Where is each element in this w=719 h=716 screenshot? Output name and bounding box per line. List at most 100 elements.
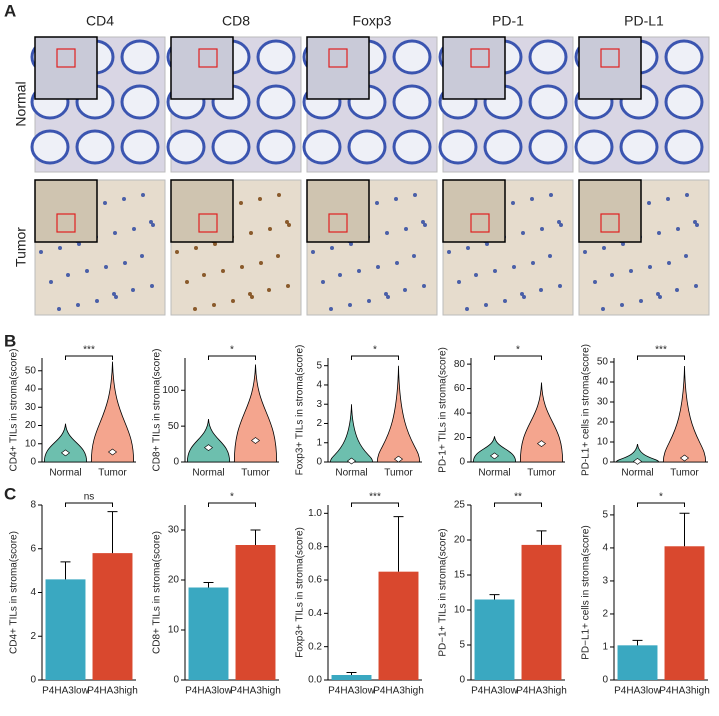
cell [647,201,651,205]
cell [520,292,524,296]
violin [233,364,278,463]
cell [114,295,118,299]
error-bar [250,529,261,545]
cell [629,269,633,273]
gland [30,129,70,165]
gland [166,129,206,165]
violin [662,365,707,463]
significance-label: *** [369,492,381,503]
x-tick-label: P4HA3low [42,686,89,697]
x-tick-label: Normal [49,468,81,479]
cell [103,201,107,205]
inset [34,36,98,100]
gland [302,129,342,165]
significance-bracket [637,502,685,507]
cell [348,303,352,307]
cell [531,261,535,265]
cell [276,254,280,258]
mean-marker [633,458,642,465]
cell [620,303,624,307]
cell [239,201,243,205]
inset [306,36,370,100]
cell [85,269,89,273]
cell [286,284,290,288]
gland [120,84,160,120]
cell [194,246,198,250]
y-tick-label: 1.0 [308,508,322,519]
y-tick-label: 5 [602,510,608,521]
y-tick-label: 15 [454,570,466,581]
mean-marker [537,440,546,448]
x-tick-label: P4HA3low [328,686,375,697]
y-tick-label: 60 [454,383,466,394]
violin [615,443,660,463]
cell [559,223,563,227]
cell [131,288,135,292]
inset [170,36,234,100]
cell [221,269,225,273]
violin [519,382,564,463]
mean-marker [394,455,403,463]
cell [423,223,427,227]
cell [511,201,515,205]
mean-marker [108,448,117,456]
cell [249,231,253,235]
inset-roi [198,213,218,233]
y-tick-label: 30 [168,525,180,536]
gland [664,129,704,165]
cell [666,197,670,201]
bar [188,587,229,680]
cell [404,227,408,231]
cell [465,307,469,311]
y-axis-label: PD−L1+ cells in stroma(score) [581,525,592,660]
cell [676,227,680,231]
violin [90,361,135,463]
y-tick-label: 3 [602,576,608,587]
cell [49,280,53,284]
gland [664,84,704,120]
x-tick-label: Tumor [527,468,556,479]
y-tick-label: 30 [597,397,609,408]
cell [277,193,281,197]
significance-bracket [494,502,542,507]
cell [403,288,407,292]
significance-bracket [351,502,399,507]
column-label: CD8 [222,13,250,29]
cell [141,193,145,197]
y-axis-label: Foxp3+ TILs in stroma(score) [295,527,306,658]
y-axis-label: CD4+ TILs in stroma(score) [9,349,20,472]
x-tick-label: P4HA3low [614,686,661,697]
cell [285,220,289,224]
bar [617,645,658,680]
cell [149,220,153,224]
error-bar [679,512,690,547]
y-tick-label: 50 [25,365,37,376]
cell [248,292,252,296]
cell [338,273,342,277]
cell [549,193,553,197]
gland [392,129,432,165]
x-tick-label: Tumor [98,468,127,479]
cell [548,254,552,258]
panel-label: C [4,484,16,503]
gland [75,129,115,165]
cell [484,303,488,307]
y-tick-label: 1 [316,437,322,448]
cell [259,261,263,265]
y-tick-label: 10 [168,625,180,636]
significance-bracket [351,355,399,360]
violin [472,436,517,463]
column-label: Foxp3 [353,13,392,29]
gland [120,129,160,165]
cell [485,242,489,246]
gland [528,129,568,165]
error-bar [203,582,214,588]
error-bar [632,639,643,646]
cell [395,261,399,265]
cell [648,265,652,269]
y-tick-label: 20 [25,420,37,431]
gland [528,84,568,120]
mean-marker [61,449,70,457]
y-axis-label: PD−1+ TILs in stroma(score) [438,528,449,656]
x-tick-label: P4HA3high [87,686,138,697]
